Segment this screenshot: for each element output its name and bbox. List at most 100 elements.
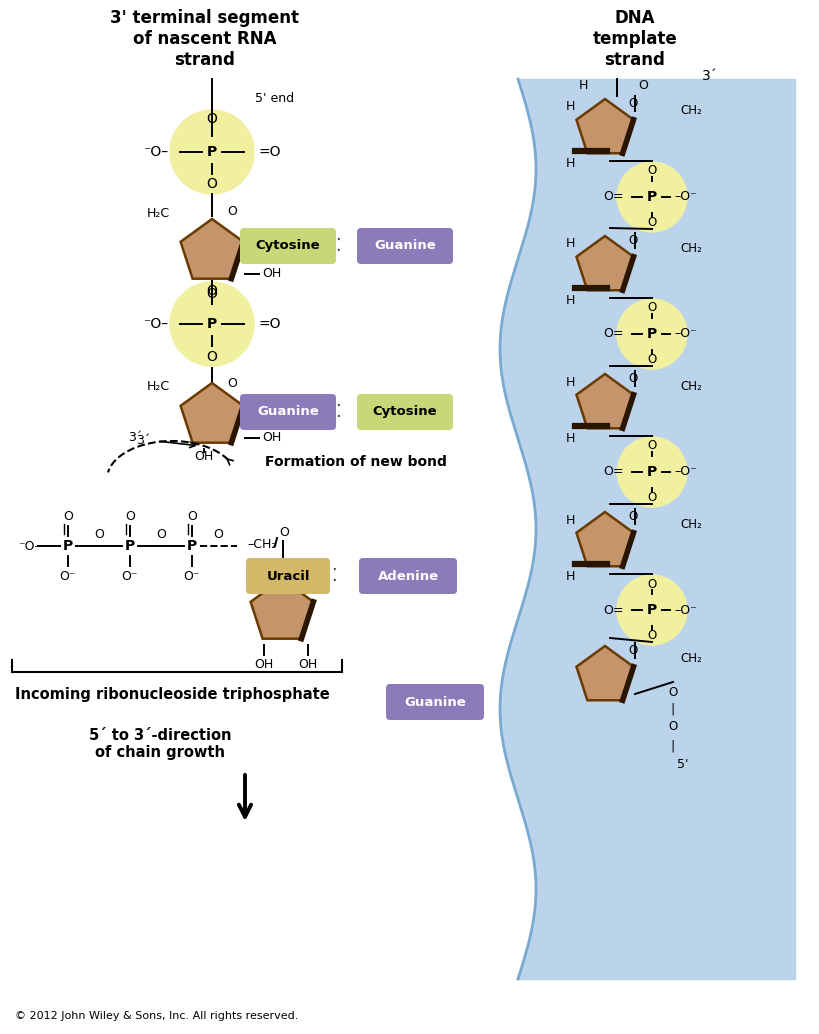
Text: =O: =O (258, 317, 280, 331)
Text: ⁚: ⁚ (331, 567, 337, 585)
Text: O: O (125, 510, 135, 522)
Text: O: O (213, 527, 223, 541)
Polygon shape (180, 219, 243, 279)
Text: 5' end: 5' end (255, 92, 294, 105)
Text: P: P (646, 603, 656, 617)
Text: 3' terminal segment
of nascent RNA
strand: 3' terminal segment of nascent RNA stran… (111, 9, 299, 68)
Text: O=: O= (603, 604, 623, 616)
Text: –O⁻: –O⁻ (673, 328, 696, 340)
Text: O: O (646, 578, 656, 590)
Text: P: P (206, 317, 217, 331)
Text: P: P (646, 465, 656, 479)
Text: O⁻: O⁻ (121, 570, 138, 582)
FancyBboxPatch shape (356, 394, 452, 430)
Text: O: O (627, 644, 637, 658)
Text: ⁚: ⁚ (335, 403, 341, 421)
Text: H: H (564, 238, 574, 250)
Text: –O⁻: –O⁻ (673, 604, 696, 616)
Text: O: O (227, 206, 237, 218)
Text: |: | (670, 702, 674, 716)
Polygon shape (251, 579, 313, 639)
Text: –O⁻: –O⁻ (673, 190, 696, 204)
Text: O⁻: O⁻ (60, 570, 76, 582)
Circle shape (616, 162, 686, 232)
Text: O: O (206, 177, 217, 191)
Text: O: O (627, 511, 637, 523)
Text: O=: O= (603, 190, 623, 204)
Text: |: | (670, 739, 674, 753)
Text: © 2012 John Wiley & Sons, Inc. All rights reserved.: © 2012 John Wiley & Sons, Inc. All right… (15, 1011, 298, 1021)
Polygon shape (576, 236, 633, 291)
Text: P: P (646, 190, 656, 204)
Text: CH₂: CH₂ (679, 379, 701, 393)
Text: Adenine: Adenine (377, 570, 438, 582)
Text: O: O (156, 527, 165, 541)
Text: OH: OH (262, 431, 281, 445)
Text: O: O (646, 630, 656, 642)
Text: O: O (206, 287, 217, 301)
Polygon shape (180, 383, 243, 443)
Text: OH: OH (262, 268, 281, 280)
Text: O: O (646, 439, 656, 453)
Text: O⁻: O⁻ (183, 570, 200, 582)
FancyBboxPatch shape (246, 558, 329, 594)
Text: OH: OH (194, 450, 214, 462)
Text: CH₂: CH₂ (679, 651, 701, 665)
Text: 5': 5' (676, 758, 688, 770)
Text: O: O (627, 372, 637, 386)
Text: O: O (206, 284, 217, 298)
Text: Cytosine: Cytosine (372, 405, 437, 419)
Text: O: O (227, 377, 237, 391)
Text: P: P (187, 539, 197, 553)
Text: O: O (646, 216, 656, 230)
Text: Uracil: Uracil (266, 570, 310, 582)
Text: ⁚: ⁚ (335, 237, 341, 255)
Text: H: H (564, 514, 574, 526)
Text: Cytosine: Cytosine (256, 240, 320, 252)
FancyBboxPatch shape (356, 229, 452, 264)
Text: 3´: 3´ (701, 69, 717, 83)
Text: ⁻O–: ⁻O– (18, 540, 41, 552)
FancyBboxPatch shape (359, 558, 456, 594)
Circle shape (616, 575, 686, 645)
Text: O: O (627, 97, 637, 111)
Text: O: O (206, 349, 217, 364)
FancyBboxPatch shape (240, 394, 336, 430)
Text: H: H (564, 375, 574, 389)
Text: H: H (564, 571, 574, 583)
Text: O: O (94, 527, 104, 541)
Text: Incoming ribonucleoside triphosphate: Incoming ribonucleoside triphosphate (15, 687, 329, 701)
Text: Formation of new bond: Formation of new bond (265, 455, 446, 469)
Text: OH: OH (254, 658, 274, 670)
Text: O: O (646, 164, 656, 178)
Text: O: O (637, 80, 647, 92)
Text: 5´ to 3´-direction
of chain growth: 5´ to 3´-direction of chain growth (88, 728, 231, 760)
Text: ⁻O–: ⁻O– (143, 145, 168, 159)
Text: H: H (577, 80, 587, 92)
Text: CH₂: CH₂ (679, 242, 701, 254)
Text: 3´: 3´ (128, 431, 142, 445)
Text: –CH₂: –CH₂ (247, 538, 276, 550)
Text: =O: =O (258, 145, 280, 159)
Text: O: O (667, 720, 676, 732)
Text: Guanine: Guanine (404, 696, 465, 708)
Polygon shape (576, 99, 633, 153)
Text: O: O (667, 686, 676, 699)
Text: Guanine: Guanine (373, 240, 436, 252)
Text: CH₂: CH₂ (679, 517, 701, 530)
Text: H₂C: H₂C (147, 208, 170, 220)
Circle shape (170, 282, 254, 366)
Text: P: P (646, 327, 656, 341)
Text: O: O (646, 491, 656, 505)
Text: H: H (564, 432, 574, 446)
Polygon shape (576, 374, 633, 428)
Text: H: H (564, 100, 574, 114)
Text: Guanine: Guanine (257, 405, 319, 419)
Text: O: O (206, 112, 217, 126)
Circle shape (170, 110, 254, 194)
FancyBboxPatch shape (240, 229, 336, 264)
FancyBboxPatch shape (386, 685, 483, 720)
Text: O: O (187, 510, 197, 522)
Text: O: O (278, 525, 288, 539)
Text: H: H (564, 157, 574, 171)
